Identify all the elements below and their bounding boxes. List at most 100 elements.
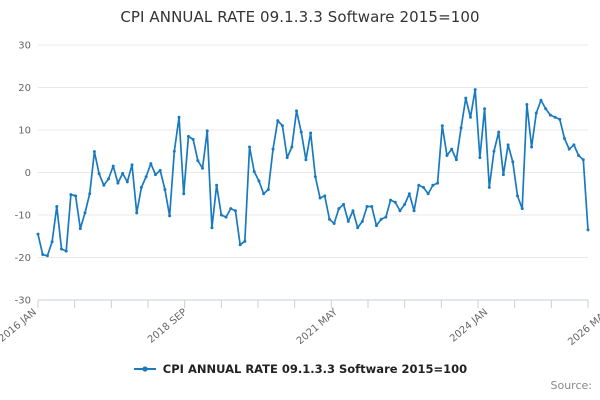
data-point [177, 115, 181, 119]
data-point [36, 232, 40, 236]
data-point [252, 170, 256, 174]
data-point [478, 156, 482, 160]
data-point [440, 124, 444, 128]
data-point [83, 211, 87, 215]
data-point [473, 88, 477, 92]
data-point [210, 226, 214, 230]
data-point [342, 202, 346, 206]
x-axis-tick-label: 2026 MAR [566, 307, 600, 348]
data-point [172, 149, 176, 153]
data-point [125, 180, 129, 184]
data-point [374, 224, 378, 228]
legend-label: CPI ANNUAL RATE 09.1.3.3 Software 2015=1… [162, 362, 468, 376]
data-point [393, 200, 397, 204]
data-point [553, 115, 557, 119]
data-point [323, 194, 327, 198]
data-point [370, 205, 374, 208]
data-point [116, 181, 120, 185]
data-point [257, 179, 261, 183]
x-axis-ticks-group [37, 300, 589, 308]
data-point [572, 143, 576, 147]
data-point [309, 131, 313, 135]
data-point [50, 240, 54, 244]
data-point [412, 209, 416, 213]
data-point [445, 154, 449, 157]
data-point [45, 254, 49, 258]
data-point [135, 211, 139, 215]
data-point [233, 209, 237, 213]
chart-legend: CPI ANNUAL RATE 09.1.3.3 Software 2015=1… [0, 362, 600, 376]
y-axis-tick-label: 30 [18, 41, 31, 52]
data-point [487, 185, 491, 189]
data-point [534, 111, 538, 115]
data-point [74, 194, 78, 198]
data-point [243, 239, 247, 243]
data-point [154, 173, 158, 177]
data-point [266, 188, 270, 191]
data-point [431, 183, 435, 187]
source-note: Source: [550, 379, 593, 392]
data-point [403, 202, 407, 206]
data-point [41, 253, 45, 257]
data-point [384, 215, 388, 219]
data-point [436, 181, 440, 185]
gridlines-group [38, 44, 588, 301]
data-point [139, 185, 143, 189]
data-point [327, 217, 331, 221]
data-point [558, 117, 562, 121]
data-point [426, 192, 430, 196]
x-axis-labels-group: 2016 JAN 2018 SEP 2021 MAY 2024 JAN 2026 MAR [0, 306, 600, 348]
data-point [262, 192, 266, 196]
data-point [421, 185, 425, 189]
y-axis-tick-label: -10 [15, 211, 31, 222]
data-point [55, 205, 59, 208]
data-point [492, 149, 496, 153]
data-point [299, 130, 303, 134]
data-point [201, 166, 205, 170]
data-point [360, 219, 364, 223]
data-series-markers [36, 88, 590, 258]
y-axis-labels-group: 30 20 10 0 -10 -20 -30 [15, 41, 31, 307]
data-point [313, 175, 317, 179]
data-point [332, 222, 336, 225]
data-point [525, 103, 529, 106]
data-point [501, 173, 505, 177]
data-point [351, 209, 355, 213]
data-point [581, 158, 585, 162]
data-series-line [37, 88, 589, 257]
data-point [163, 188, 167, 191]
data-point [577, 154, 581, 157]
x-axis-tick-label: 2016 JAN [0, 307, 39, 345]
data-point [224, 215, 228, 219]
data-point [356, 226, 360, 230]
data-point [497, 130, 501, 134]
y-axis-tick-label: 10 [18, 126, 31, 137]
data-point [304, 158, 308, 162]
y-axis-tick-label: -30 [15, 296, 31, 307]
data-point [248, 145, 252, 149]
data-point [107, 177, 111, 181]
data-point [563, 137, 566, 140]
data-point [276, 119, 280, 123]
data-point [78, 227, 82, 231]
x-axis-tick-label: 2024 JAN [448, 307, 490, 345]
x-axis-tick-label: 2021 MAY [295, 306, 341, 347]
data-point [398, 209, 402, 213]
data-point [520, 207, 524, 211]
data-point [144, 175, 148, 179]
data-point [318, 196, 322, 200]
data-point [295, 109, 299, 113]
data-point [515, 194, 519, 198]
data-point [365, 205, 369, 208]
x-axis-tick-label: 2018 SEP [146, 307, 189, 346]
data-point [92, 150, 96, 154]
y-axis-tick-label: -20 [15, 253, 31, 264]
data-point [337, 207, 341, 211]
legend-item-series-1[interactable]: CPI ANNUAL RATE 09.1.3.3 Software 2015=1… [133, 362, 467, 376]
data-point [238, 243, 242, 247]
data-point [60, 247, 63, 251]
legend-line-marker-icon [133, 366, 156, 372]
data-point [544, 107, 548, 111]
data-point [389, 198, 393, 202]
